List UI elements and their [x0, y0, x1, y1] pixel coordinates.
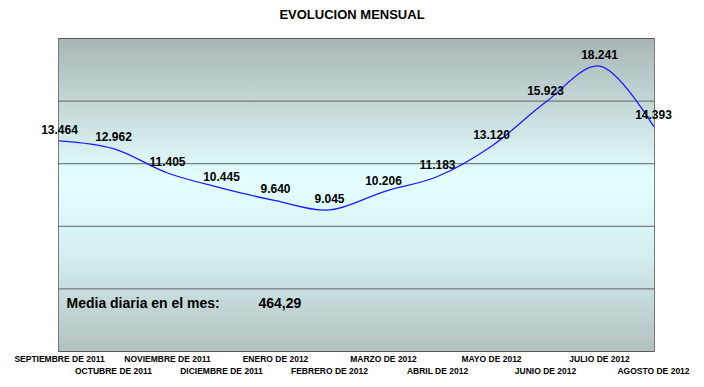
- html-text:EVOLUCION MENSUAL: EVOLUCION MENSUAL: [279, 7, 425, 22]
- svg-text:9.045: 9.045: [314, 192, 344, 206]
- svg-text:ABRIL DE 2012: ABRIL DE 2012: [407, 366, 469, 376]
- svg-text:DICIEMBRE DE 2011: DICIEMBRE DE 2011: [180, 366, 263, 376]
- svg-text:13.120: 13.120: [473, 128, 510, 142]
- svg-text:MAYO DE 2012: MAYO DE 2012: [461, 354, 521, 364]
- svg-text:10.206: 10.206: [365, 174, 402, 188]
- svg-text:JULIO DE 2012: JULIO DE 2012: [569, 354, 630, 364]
- svg-text:FEBRERO DE 2012: FEBRERO DE 2012: [291, 366, 368, 376]
- svg-text:11.405: 11.405: [149, 155, 185, 169]
- svg-text:NOVIEMBRE DE 2011: NOVIEMBRE DE 2011: [124, 354, 211, 364]
- svg-text:15.923: 15.923: [527, 84, 564, 98]
- svg-text:OCTUBRE DE 2011: OCTUBRE DE 2011: [75, 366, 152, 376]
- svg-text:ENERO DE 2012: ENERO DE 2012: [243, 354, 309, 364]
- svg-text:10.445: 10.445: [203, 170, 240, 184]
- svg-text:Media diaria en el mes:: Media diaria en el mes:: [67, 295, 220, 311]
- svg-text:14.393: 14.393: [635, 108, 672, 122]
- svg-text:AGOSTO DE 2012: AGOSTO DE 2012: [617, 366, 689, 376]
- svg-text:18.241: 18.241: [581, 48, 618, 62]
- svg-text:11.183: 11.183: [419, 158, 455, 172]
- svg-text:464,29: 464,29: [259, 295, 302, 311]
- svg-text:SEPTIEMBRE DE 2011: SEPTIEMBRE DE 2011: [14, 354, 105, 364]
- svg-text:JUNIO DE 2012: JUNIO DE 2012: [515, 366, 577, 376]
- svg-text:13.464: 13.464: [41, 123, 78, 137]
- svg-text:9.640: 9.640: [260, 182, 290, 196]
- svg-text:MARZO DE 2012: MARZO DE 2012: [350, 354, 417, 364]
- svg-text:12.962: 12.962: [95, 130, 132, 144]
